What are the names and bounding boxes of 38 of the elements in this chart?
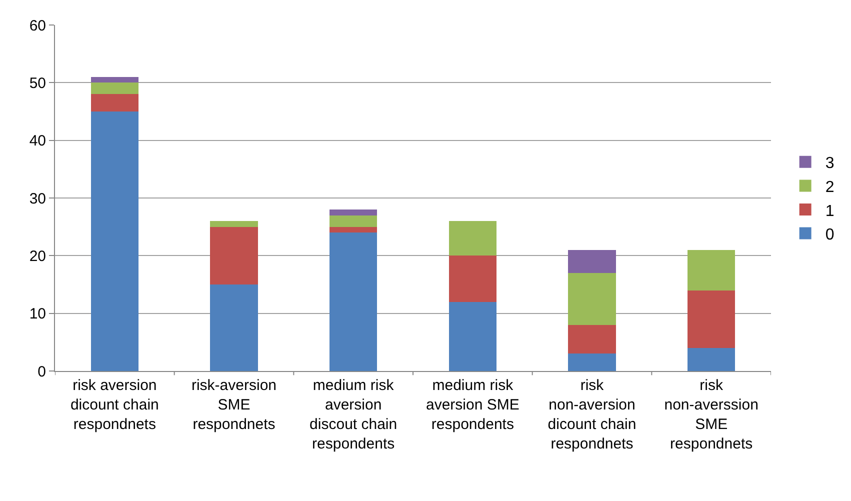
bar — [329, 226, 378, 233]
bar — [448, 302, 497, 371]
bar — [90, 94, 139, 112]
bar — [329, 210, 378, 216]
x-tick-label: risk non-aversion dicount chain respondnets — [548, 377, 636, 452]
bar — [210, 226, 258, 284]
y-tick-label: 10 — [29, 306, 46, 323]
legend-label: 0 — [825, 226, 834, 244]
bar — [568, 250, 616, 273]
bar — [687, 250, 736, 290]
y-tick-label: 30 — [29, 190, 46, 208]
y-tick-label: 40 — [29, 132, 46, 150]
bar — [687, 348, 736, 371]
bar — [448, 221, 497, 256]
legend-label: 2 — [825, 178, 834, 196]
y-tick-label: 0 — [38, 363, 46, 380]
x-tick-label: medium risk aversion SME respondents — [426, 377, 520, 433]
bar — [90, 82, 139, 94]
bar — [329, 232, 378, 371]
bar — [687, 290, 736, 348]
x-tick-label: risk-aversion SME respondnets — [191, 377, 277, 433]
legend-label: 3 — [825, 155, 834, 172]
bar — [90, 112, 139, 371]
bar — [90, 76, 139, 83]
bar — [210, 221, 258, 227]
y-tick-label: 20 — [29, 248, 46, 265]
bar — [448, 256, 497, 302]
bar — [568, 354, 616, 371]
bar — [568, 324, 616, 354]
legend-label: 1 — [825, 202, 834, 220]
y-tick-label: 50 — [29, 74, 46, 92]
y-tick-label: 60 — [29, 17, 46, 34]
bar — [329, 215, 378, 227]
x-tick-label: risk aversion dicount chain respondnets — [70, 377, 159, 433]
x-tick-label: medium risk aversion discout chain respondents — [310, 377, 398, 452]
bar — [568, 272, 616, 325]
x-tick-label: risk non-averssion SME respondnets — [664, 377, 758, 452]
bar — [210, 284, 258, 371]
